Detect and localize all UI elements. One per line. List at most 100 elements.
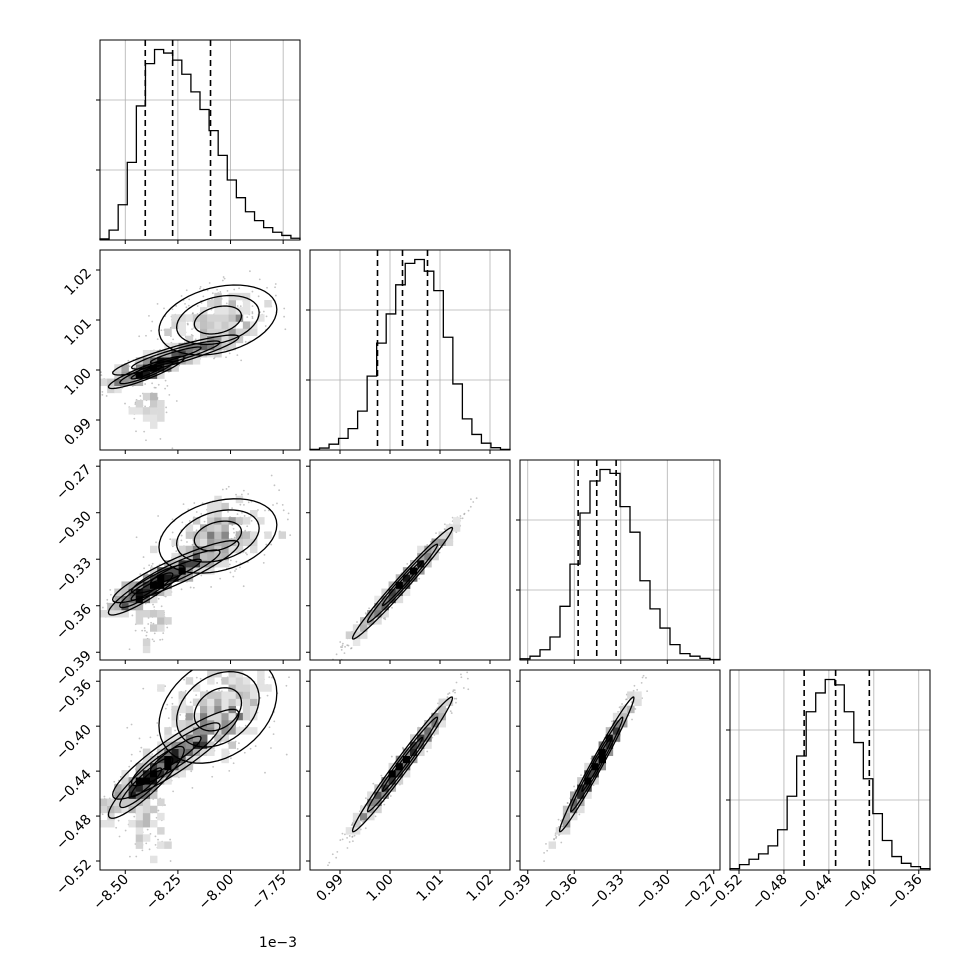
sample-point (206, 690, 208, 692)
sample-point (120, 776, 122, 778)
density-cell (243, 677, 250, 684)
sample-point (148, 315, 150, 317)
sample-point (152, 563, 154, 565)
sample-point (141, 630, 143, 632)
sample-point (342, 645, 344, 647)
sample-point (142, 849, 144, 851)
density-cell (157, 617, 164, 624)
sample-point (184, 303, 186, 305)
sample-point (233, 532, 235, 534)
sample-point (223, 276, 225, 278)
sample-point (135, 430, 137, 432)
sample-point (311, 295, 313, 297)
density-cell (157, 813, 164, 820)
sample-point (254, 668, 256, 670)
sample-point (229, 564, 231, 566)
sample-point (264, 554, 266, 556)
density-cell (221, 307, 228, 314)
density-cell (229, 741, 236, 748)
sample-point (129, 856, 131, 858)
density-cell (186, 677, 193, 684)
density-cell (243, 307, 250, 314)
density-cell (236, 684, 243, 691)
sample-point (157, 515, 159, 517)
density-cell (229, 677, 236, 684)
density-cell (221, 503, 228, 510)
sample-point (245, 552, 247, 554)
sample-point (252, 291, 254, 293)
density-cell (207, 531, 214, 538)
sample-point (196, 677, 198, 679)
sample-point (140, 747, 142, 749)
density-cell (207, 329, 214, 336)
sample-point (239, 667, 241, 669)
sample-point (158, 384, 160, 386)
sample-point (267, 695, 269, 697)
sample-point (228, 486, 230, 488)
sample-point (186, 289, 188, 291)
sample-point (109, 589, 111, 591)
sample-point (150, 736, 152, 738)
sample-point (158, 810, 160, 812)
sample-point (227, 290, 229, 292)
density-cell (157, 414, 164, 421)
sample-point (172, 308, 174, 310)
sample-point (125, 830, 127, 832)
sample-point (261, 661, 263, 663)
sample-point (213, 631, 215, 633)
density-cell (136, 617, 143, 624)
density-cell (121, 770, 128, 777)
density-cell (150, 421, 157, 428)
density-cell (229, 314, 236, 321)
sample-point (152, 638, 154, 640)
density-cell (264, 531, 271, 538)
sample-point (243, 585, 245, 587)
sample-point (163, 307, 165, 309)
density-cell (136, 806, 143, 813)
sample-point (245, 725, 247, 727)
sample-point (149, 848, 151, 850)
hist-panel-1 (306, 250, 510, 454)
density-cell (186, 531, 193, 538)
density-cell (250, 546, 257, 553)
sample-point (233, 528, 235, 530)
sample-point (131, 724, 133, 726)
density-cell (150, 414, 157, 421)
sample-point (113, 781, 115, 783)
sample-point (138, 335, 140, 337)
sample-point (96, 796, 98, 798)
sample-point (96, 820, 98, 822)
sample-point (98, 393, 100, 395)
sample-point (224, 278, 226, 280)
sample-point (232, 576, 234, 578)
sample-point (226, 661, 228, 663)
sample-point (282, 504, 284, 506)
sample-point (151, 382, 153, 384)
sample-point (329, 664, 331, 666)
sample-point (172, 703, 174, 705)
density-cell (193, 734, 200, 741)
sample-point (148, 564, 150, 566)
sample-point (119, 836, 121, 838)
sample-point (341, 649, 343, 651)
sample-point (159, 438, 161, 440)
sample-point (204, 521, 206, 523)
sample-point (192, 312, 194, 314)
density-cell (207, 677, 214, 684)
sample-point (235, 494, 237, 496)
sample-point (159, 639, 161, 641)
density-cell (164, 617, 171, 624)
density-cell (207, 503, 214, 510)
sample-point (235, 568, 237, 570)
sample-point (235, 561, 237, 563)
density-cell (243, 699, 250, 706)
sample-point (131, 615, 133, 617)
sample-point (100, 374, 102, 376)
sample-point (139, 573, 141, 575)
density-cell (157, 684, 164, 691)
density-cell (143, 393, 150, 400)
sample-point (209, 282, 211, 284)
sample-point (98, 817, 100, 819)
sample-point (346, 644, 348, 646)
density-cell (221, 560, 228, 567)
